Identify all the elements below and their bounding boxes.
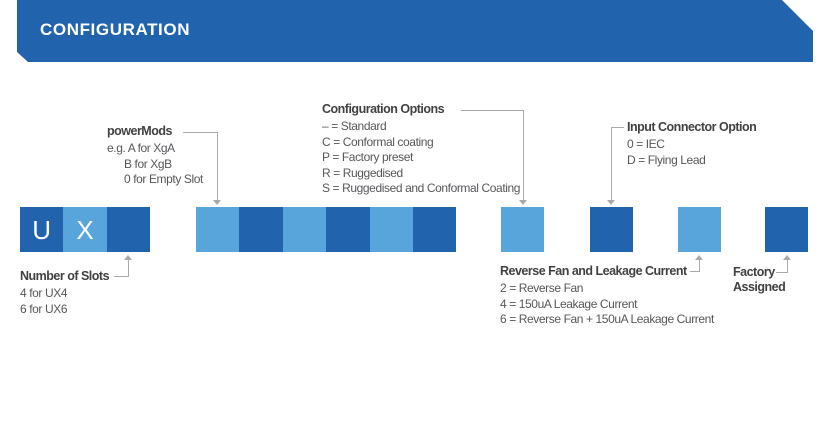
code-box (326, 207, 370, 252)
code-box (590, 207, 634, 252)
annotation-line: – = Standard (322, 119, 387, 133)
annotation-title: powerMods (107, 124, 172, 138)
annotation-line: S = Ruggedised and Conformal Coating (322, 181, 521, 195)
code-box (282, 207, 327, 252)
annotation-line: 6 for UX6 (20, 301, 68, 316)
powermods-connector (217, 132, 218, 201)
number-of-slots-connector (114, 276, 128, 277)
annotation-line: 4 for UX4 (20, 286, 68, 300)
reverse-fan-connector (699, 260, 700, 272)
annotation-powermods: powerMods e.g. A for XgA B for XgB 0 for… (107, 124, 203, 188)
factory-assigned-arrow-icon (783, 255, 791, 260)
code-box-factory (765, 207, 809, 252)
code-box-reverse-fan (678, 207, 722, 252)
annotation-title: Input Connector Option (627, 120, 757, 134)
annotation-reverse-fan: Reverse Fan and Leakage Current 2 = Reve… (500, 264, 714, 328)
code-box (412, 207, 457, 252)
annotation-title: Number of Slots (20, 269, 110, 283)
configuration-options-arrow-icon (519, 200, 527, 205)
annotation-factory-assigned: Factory Assigned (733, 265, 786, 295)
annotation-input-connector: Input Connector Option 0 = IEC D = Flyin… (627, 120, 757, 168)
code-box-config-option (501, 207, 545, 252)
code-box-group-powermods (196, 207, 457, 252)
annotation-line: 4 = 150uA Leakage Current (500, 296, 638, 311)
annotation-line: 0 = IEC (627, 137, 665, 151)
number-of-slots-arrow-icon (124, 255, 132, 260)
reverse-fan-connector (690, 271, 699, 272)
annotation-line: 0 for Empty Slot (124, 172, 203, 186)
factory-assigned-connector (787, 260, 788, 273)
annotation-title: Reverse Fan and Leakage Current (500, 264, 687, 278)
code-box (196, 207, 240, 252)
code-box (501, 207, 545, 252)
annotation-line: e.g. A for XgA (107, 141, 175, 155)
header-banner: CONFIGURATION (17, 0, 813, 62)
code-box (106, 207, 151, 252)
code-box (765, 207, 809, 252)
page-title: CONFIGURATION (40, 20, 191, 39)
input-connector-connector (611, 127, 612, 201)
annotation-line: 6 = Reverse Fan + 150uA Leakage Current (500, 312, 714, 326)
annotation-line: B for XgB (124, 156, 172, 171)
powermods-arrow-icon (213, 200, 221, 205)
annotation-title: Configuration Options (322, 102, 445, 116)
configuration-options-connector (523, 110, 524, 201)
number-of-slots-connector (128, 260, 129, 277)
reverse-fan-arrow-icon (695, 255, 703, 260)
annotation-title: Factory (733, 265, 775, 279)
code-box-group-slots: U X (20, 207, 151, 252)
annotation-line: R = Ruggedised (322, 165, 403, 180)
annotation-number-of-slots: Number of Slots 4 for UX4 6 for UX6 (20, 269, 110, 317)
annotation-line: D = Flying Lead (627, 152, 706, 167)
annotation-line: C = Conformal coating (322, 134, 434, 149)
factory-assigned-connector (776, 272, 787, 273)
annotation-line: 2 = Reverse Fan (500, 281, 584, 295)
code-box: U (20, 207, 64, 252)
annotation-title: Assigned (733, 280, 786, 294)
annotation-line: P = Factory preset (322, 150, 413, 164)
code-box (369, 207, 413, 252)
input-connector-arrow-icon (607, 200, 615, 205)
code-box-input-connector (590, 207, 634, 252)
code-box: X (63, 207, 107, 252)
configuration-options-connector (461, 110, 523, 111)
input-connector-connector (611, 127, 624, 128)
code-box (678, 207, 722, 252)
annotation-configuration-options: Configuration Options – = Standard C = C… (322, 102, 520, 197)
code-box (239, 207, 283, 252)
powermods-connector (183, 132, 217, 133)
